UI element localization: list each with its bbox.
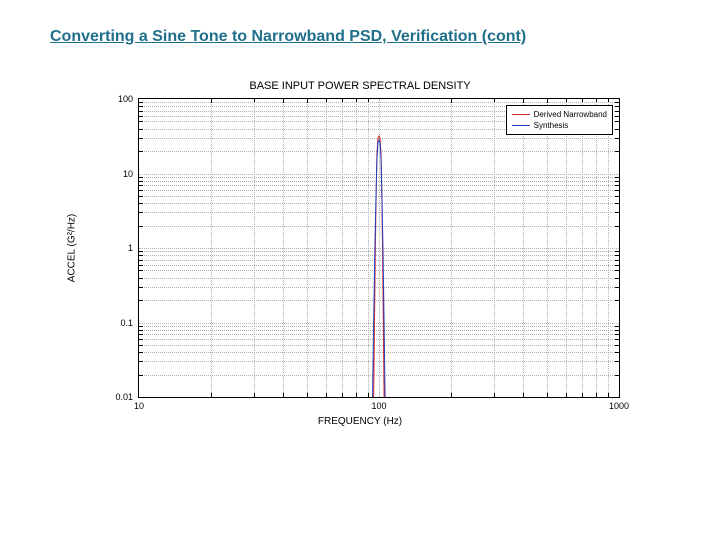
plot-wrap: ACCEL (G²/Hz) 1010010000.010.1110100 Der… — [90, 98, 630, 398]
legend-swatch — [512, 125, 530, 126]
y-tick-label: 0.1 — [120, 318, 133, 328]
y-tick-label: 100 — [118, 94, 133, 104]
psd-chart: BASE INPUT POWER SPECTRAL DENSITY ACCEL … — [90, 80, 630, 420]
legend-swatch — [512, 114, 530, 115]
y-tick-label: 1 — [128, 243, 133, 253]
x-axis-label: FREQUENCY (Hz) — [90, 416, 630, 427]
data-series-layer — [139, 99, 619, 397]
x-tick-label: 1000 — [609, 401, 629, 411]
y-tick-label: 10 — [123, 169, 133, 179]
y-axis-label: ACCEL (G²/Hz) — [67, 214, 78, 283]
legend-label: Synthesis — [534, 120, 569, 131]
legend-item: Synthesis — [512, 120, 607, 131]
x-tick-label: 10 — [134, 401, 144, 411]
x-tick-label: 100 — [371, 401, 386, 411]
legend: Derived Narrowband Synthesis — [506, 105, 613, 135]
plot-area: 1010010000.010.1110100 Derived Narrowban… — [138, 98, 620, 398]
legend-label: Derived Narrowband — [534, 109, 607, 120]
y-tick-label: 0.01 — [115, 392, 133, 402]
chart-title: BASE INPUT POWER SPECTRAL DENSITY — [90, 80, 630, 92]
legend-item: Derived Narrowband — [512, 109, 607, 120]
series-line — [374, 136, 384, 397]
slide-title: Converting a Sine Tone to Narrowband PSD… — [50, 28, 526, 46]
